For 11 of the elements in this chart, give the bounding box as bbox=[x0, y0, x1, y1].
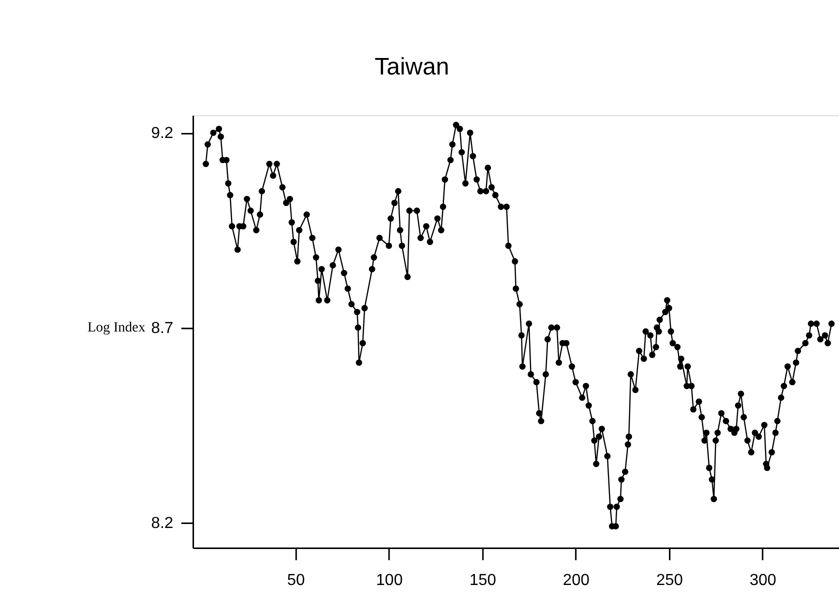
y-tick-label: 8.7 bbox=[151, 320, 174, 338]
x-tick-label: 50 bbox=[287, 572, 305, 590]
chart-title: Taiwan bbox=[374, 53, 450, 80]
x-tick-label: 100 bbox=[376, 572, 403, 590]
x-tick-label: 300 bbox=[750, 572, 776, 590]
y-tick-label: 9.2 bbox=[151, 125, 174, 142]
y-axis-title: Log Index bbox=[88, 320, 146, 336]
y-tick-label: 8.2 bbox=[151, 514, 174, 532]
x-tick-label: 200 bbox=[562, 572, 590, 590]
x-tick-label: 150 bbox=[469, 572, 496, 590]
x-tick-label: 250 bbox=[656, 572, 683, 590]
